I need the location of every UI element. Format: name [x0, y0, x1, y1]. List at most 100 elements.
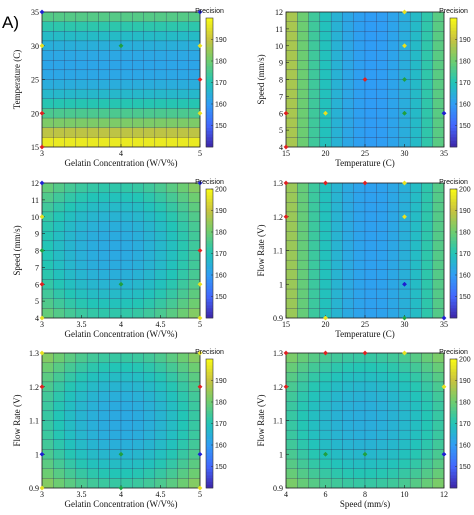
heatmap-cell: [353, 439, 366, 450]
heatmap-cell: [308, 308, 321, 319]
heatmap-cell: [376, 458, 388, 469]
heatmap-cell: [319, 250, 332, 261]
heatmap-cell: [53, 221, 65, 232]
heatmap-cell: [285, 259, 298, 271]
heatmap-cell: [364, 69, 377, 80]
heatmap-cell: [154, 279, 167, 290]
heatmap-cell: [353, 269, 366, 280]
heatmap-cell: [98, 137, 110, 148]
heatmap-cell: [143, 478, 156, 489]
y-tick-label: 35: [31, 8, 39, 17]
colorbar-segment: [206, 253, 213, 258]
colorbar-segment: [206, 56, 213, 61]
heatmap-cell: [75, 50, 88, 61]
colorbar-segment: [450, 442, 457, 447]
heatmap-cell: [120, 259, 133, 271]
heatmap-cell: [154, 182, 167, 193]
heatmap-cell: [297, 11, 309, 22]
heatmap-cell: [109, 98, 122, 109]
heatmap-cell: [330, 439, 343, 450]
heatmap-cell: [308, 478, 321, 489]
heatmap-cell: [342, 259, 354, 271]
data-point: [39, 384, 45, 390]
heatmap-cell: [308, 69, 321, 80]
colorbar-segment: [450, 198, 457, 203]
heatmap-cell: [319, 40, 332, 51]
heatmap-cell: [165, 372, 178, 383]
colorbar-tick-label: 200: [215, 187, 227, 194]
heatmap-cell: [64, 250, 77, 261]
heatmap-cell: [64, 240, 77, 251]
heatmap-cell: [342, 449, 354, 460]
colorbar-segment: [206, 130, 213, 135]
heatmap-cell: [177, 362, 189, 373]
heatmap-cell: [421, 192, 433, 203]
heatmap-cell: [330, 108, 343, 119]
colorbar-segment: [450, 24, 457, 28]
heatmap-cell: [353, 192, 366, 203]
heatmap-cell: [409, 182, 422, 193]
colorbar-segment: [206, 50, 213, 54]
colorbar-segment: [450, 400, 457, 405]
colorbar-segment: [450, 211, 457, 216]
heatmap-cell: [109, 137, 122, 148]
heatmap-cell: [387, 98, 400, 109]
data-point: [197, 77, 203, 82]
heatmap-cell: [64, 298, 77, 309]
heatmap-cell: [342, 60, 354, 71]
heatmap-cell: [154, 69, 167, 80]
heatmap-cell: [143, 211, 156, 222]
heatmap-cell: [342, 468, 354, 479]
heatmap-cell: [308, 372, 321, 383]
colorbar-segment: [450, 192, 457, 196]
y-tick-label: 1: [35, 450, 39, 459]
colorbar-segment: [450, 114, 457, 119]
heatmap-cell: [143, 31, 156, 42]
colorbar-segment: [206, 95, 213, 99]
heatmap-cell: [297, 79, 309, 90]
colorbar-segment: [206, 429, 213, 434]
heatmap-cell: [120, 11, 133, 22]
heatmap-cell: [154, 401, 167, 412]
heatmap-cell: [409, 40, 422, 51]
heatmap-cell: [308, 60, 321, 71]
colorbar-segment: [450, 301, 457, 306]
colorbar-segment: [450, 234, 457, 238]
heatmap-cell: [342, 221, 354, 232]
colorbar-segment: [450, 391, 457, 395]
heatmap-cell: [387, 127, 400, 138]
colorbar-tick-label: 180: [459, 59, 471, 66]
colorbar-segment: [206, 201, 213, 206]
heatmap-cell: [109, 50, 122, 61]
heatmap-cell: [387, 298, 400, 309]
heatmap-cell: [319, 298, 332, 309]
heatmap-cell: [319, 240, 332, 251]
heatmap-cell: [308, 250, 321, 261]
heatmap-cell: [53, 98, 65, 109]
heatmap-cell: [98, 21, 110, 32]
colorbar-segment: [206, 420, 213, 424]
heatmap-cell: [132, 50, 144, 61]
heatmap-cell: [86, 308, 99, 319]
colorbar-tick-label: 160: [459, 102, 471, 109]
heatmap-cell: [64, 381, 77, 392]
heatmap-cell: [353, 458, 366, 469]
heatmap-cell: [165, 221, 178, 232]
x-axis-title: Gelatin Concentration (W/V%): [65, 329, 178, 339]
heatmap-cell: [285, 298, 298, 309]
heatmap-cell: [154, 127, 167, 138]
heatmap-cell: [432, 439, 445, 450]
colorbar-segment: [206, 292, 213, 296]
colorbar-segment: [450, 426, 457, 431]
colorbar-segment: [450, 43, 457, 48]
heatmap-cell: [353, 98, 366, 109]
heatmap-cell: [376, 221, 388, 232]
heatmap-cell: [177, 372, 189, 383]
heatmap-cell: [109, 478, 122, 489]
heatmap-cell: [98, 231, 110, 242]
heatmap-cell: [177, 98, 189, 109]
heatmap-cell: [86, 250, 99, 261]
heatmap-cell: [98, 40, 110, 51]
heatmap-cell: [285, 478, 298, 489]
